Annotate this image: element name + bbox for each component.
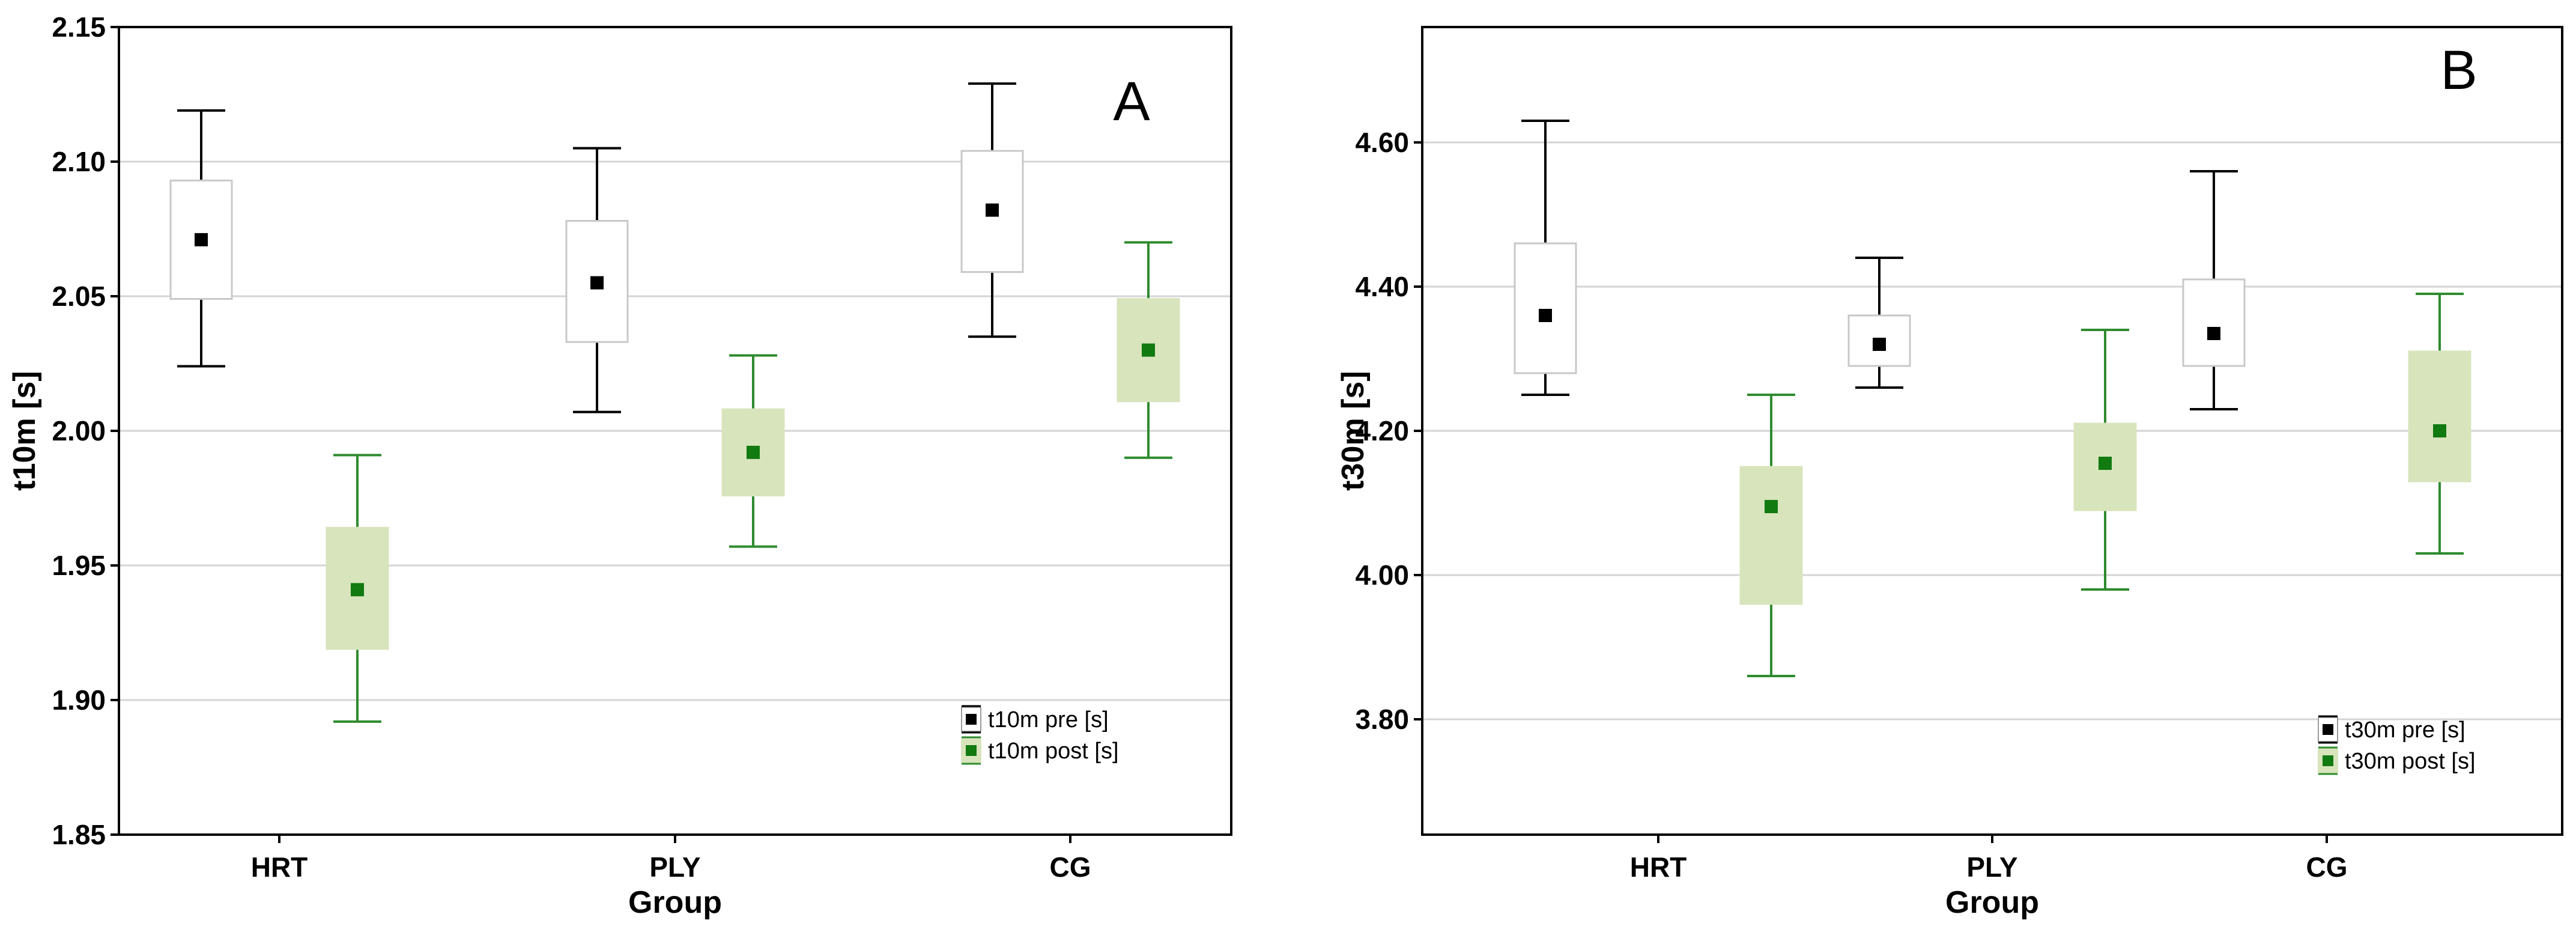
y-tick-label: 1.90 bbox=[52, 684, 106, 716]
boxplot-post-cg bbox=[2408, 293, 2471, 555]
y-axis-ticks: 1.85 1.90 1.95 2.00 2.05 2.10 2.15 bbox=[52, 11, 119, 850]
y-tick-label: 3.80 bbox=[1355, 704, 1409, 735]
y-axis-label: t30m [s] bbox=[1336, 371, 1371, 490]
boxplots bbox=[169, 82, 1180, 723]
gridlines bbox=[119, 160, 1231, 701]
boxplot-post-hrt bbox=[326, 454, 389, 723]
x-tick-label: CG bbox=[2306, 851, 2348, 883]
gridlines bbox=[1422, 141, 2562, 720]
boxplot-post-ply bbox=[721, 354, 785, 548]
legend-marker bbox=[2323, 724, 2333, 735]
mean-marker bbox=[2207, 327, 2220, 340]
box bbox=[2182, 278, 2246, 367]
box bbox=[2408, 350, 2471, 483]
boxplot-pre-cg bbox=[960, 82, 1024, 338]
mean-marker bbox=[1765, 500, 1778, 513]
y-tick-label: 4.60 bbox=[1355, 127, 1409, 158]
legend-item: t10m pre [s] bbox=[961, 705, 1109, 734]
legend: t30m pre [s] t30m post [s] bbox=[2318, 715, 2476, 775]
panel-label: B bbox=[2440, 40, 2477, 101]
y-axis-label: t10m [s] bbox=[7, 371, 42, 490]
legend-marker bbox=[966, 745, 977, 756]
mean-marker bbox=[195, 233, 208, 246]
x-axis-ticks: HRT PLY CG bbox=[251, 835, 1091, 883]
boxplot-pre-ply bbox=[1847, 257, 1911, 389]
y-tick-label: 1.95 bbox=[52, 550, 106, 581]
boxplot-post-hrt bbox=[1739, 394, 1803, 677]
x-axis-ticks: HRT PLY CG bbox=[1630, 835, 2348, 883]
boxplot-post-cg bbox=[1117, 241, 1180, 459]
y-tick-label: 2.10 bbox=[52, 146, 106, 177]
legend-marker bbox=[2323, 755, 2333, 766]
legend-item: t10m post [s] bbox=[961, 736, 1119, 765]
legend-label: t30m post [s] bbox=[2345, 749, 2476, 774]
legend-label: t10m pre [s] bbox=[988, 707, 1109, 733]
legend-marker bbox=[966, 714, 977, 725]
legend: t10m pre [s] t10m post [s] bbox=[961, 705, 1119, 765]
panel-label: A bbox=[1113, 71, 1150, 132]
mean-marker bbox=[590, 276, 604, 290]
x-tick-label: HRT bbox=[1630, 851, 1687, 883]
y-tick-label: 2.05 bbox=[52, 281, 106, 312]
legend-item: t30m pre [s] bbox=[2318, 715, 2465, 744]
mean-marker bbox=[351, 583, 364, 597]
y-tick-label: 4.20 bbox=[1355, 415, 1409, 446]
y-axis-ticks: 3.80 4.00 4.20 4.40 4.60 bbox=[1355, 127, 1422, 735]
chart-panel-b: 3.80 4.00 4.20 4.40 4.60 HRT PLY CG Group t30m… bbox=[1336, 26, 2563, 920]
x-tick-label: CG bbox=[1050, 851, 1091, 883]
box bbox=[1739, 466, 1803, 605]
boxplot-pre-hrt bbox=[1514, 120, 1577, 396]
mean-marker bbox=[2099, 457, 2112, 470]
y-tick-label: 2.00 bbox=[52, 415, 106, 446]
x-axis-label: Group bbox=[1945, 885, 2039, 920]
y-tick-label: 4.00 bbox=[1355, 559, 1409, 591]
x-tick-label: HRT bbox=[251, 851, 308, 883]
boxplot-pre-hrt bbox=[169, 109, 233, 368]
mean-marker bbox=[747, 445, 760, 459]
y-tick-label: 4.40 bbox=[1355, 271, 1409, 302]
legend-item: t30m post [s] bbox=[2318, 746, 2476, 775]
y-tick-label: 2.15 bbox=[52, 11, 106, 43]
mean-marker bbox=[986, 203, 999, 217]
boxplot-pre-cg bbox=[2182, 170, 2246, 410]
mean-marker bbox=[2433, 424, 2446, 437]
x-tick-label: PLY bbox=[1966, 851, 2017, 883]
boxplot-pre-ply bbox=[565, 147, 629, 413]
box bbox=[1514, 242, 1577, 374]
chart-panel-a: 1.85 1.90 1.95 2.00 2.05 2.10 2.15 HRT PLY CG Gr… bbox=[7, 11, 1232, 920]
legend-label: t10m post [s] bbox=[988, 739, 1119, 764]
mean-marker bbox=[1873, 338, 1886, 351]
y-tick-label: 1.85 bbox=[52, 819, 106, 850]
box bbox=[1847, 314, 1911, 367]
boxplot-post-ply bbox=[2073, 329, 2137, 591]
boxplots bbox=[1514, 120, 2471, 677]
x-tick-label: PLY bbox=[649, 851, 700, 883]
x-axis-label: Group bbox=[628, 885, 722, 920]
legend-label: t30m pre [s] bbox=[2345, 717, 2465, 743]
mean-marker bbox=[1539, 309, 1552, 322]
mean-marker bbox=[1142, 343, 1155, 357]
